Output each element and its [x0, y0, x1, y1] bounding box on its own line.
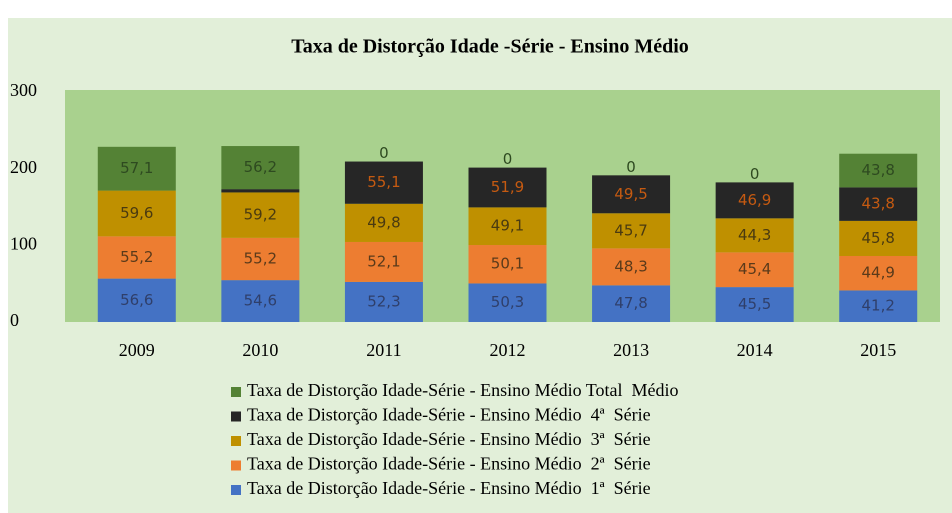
legend-label: Taxa de Distorção Idade-Série - Ensino M…	[247, 405, 651, 425]
bar-segment	[592, 285, 671, 322]
legend-swatch	[231, 411, 241, 422]
value-label: 45,8	[862, 229, 895, 247]
value-label: 45,4	[738, 260, 771, 278]
legend-label: Taxa de Distorção Idade-Série - Ensino M…	[247, 478, 651, 498]
value-label: 52,3	[367, 292, 400, 310]
bar-segment	[344, 203, 423, 242]
legend-swatch	[231, 460, 241, 471]
value-label: 44,9	[862, 264, 895, 282]
value-label: 46,9	[738, 191, 771, 209]
value-label: 45,7	[614, 221, 647, 239]
value-label: 57,1	[120, 159, 153, 177]
chart-title: Taxa de Distorção Idade -Série - Ensino …	[291, 36, 689, 58]
value-label: 0	[379, 144, 389, 162]
value-label: 56,2	[244, 158, 277, 176]
value-label: 55,2	[120, 248, 153, 266]
bar-segment	[839, 290, 918, 322]
value-label: 55,2	[244, 249, 277, 267]
legend-label: Taxa de Distorção Idade-Série - Ensino M…	[247, 380, 679, 400]
x-tick-label: 2015	[860, 340, 896, 360]
value-label: 43,8	[862, 195, 895, 213]
bar-segment	[592, 213, 671, 249]
bar-segment	[221, 237, 300, 281]
legend-swatch	[231, 387, 241, 397]
y-tick-label: 0	[10, 310, 19, 330]
value-label: 41,2	[862, 297, 895, 315]
bar-segment	[344, 161, 423, 204]
y-tick-label: 100	[10, 233, 37, 253]
bar-segment	[592, 175, 671, 214]
value-label: 44,3	[738, 226, 771, 244]
value-label: 0	[503, 150, 513, 168]
legend-swatch	[231, 485, 241, 495]
legend-swatch	[231, 436, 241, 446]
bar-segment	[221, 192, 300, 238]
bar-segment	[839, 255, 918, 291]
bar-segment	[97, 146, 176, 191]
value-label: 47,8	[614, 294, 647, 312]
value-label: 0	[750, 165, 760, 183]
bar-segment	[715, 287, 794, 322]
bar-segment	[839, 187, 918, 221]
bar-segment	[592, 248, 671, 286]
value-label: 51,9	[491, 178, 524, 196]
bar-segment	[221, 146, 300, 190]
bar-segment	[97, 278, 176, 322]
legend-label: Taxa de Distorção Idade-Série - Ensino M…	[247, 429, 651, 449]
bar-segment	[468, 283, 547, 322]
value-label: 49,8	[367, 213, 400, 231]
bar-segment	[97, 190, 176, 237]
value-label: 49,5	[614, 185, 647, 203]
bar-segment	[839, 220, 918, 256]
value-label: 45,5	[738, 295, 771, 313]
x-tick-label: 2010	[242, 340, 278, 360]
bar-segment	[221, 189, 300, 193]
value-label: 43,8	[862, 161, 895, 179]
bar-segment	[344, 241, 423, 282]
value-label: 56,6	[120, 291, 153, 309]
bar-segment	[468, 207, 547, 246]
value-label: 50,1	[491, 255, 524, 273]
bar-segment	[715, 252, 794, 288]
value-label: 48,3	[614, 257, 647, 275]
y-tick-label: 200	[10, 157, 37, 177]
bar-segment	[715, 182, 794, 219]
value-label: 49,1	[491, 217, 524, 235]
x-tick-label: 2011	[366, 340, 401, 360]
value-label: 50,3	[491, 293, 524, 311]
x-tick-label: 2009	[119, 340, 155, 360]
x-tick-label: 2014	[737, 340, 773, 360]
value-label: 54,6	[244, 292, 277, 310]
value-label: 0	[626, 158, 636, 176]
value-label: 59,6	[120, 204, 153, 222]
bar-segment	[839, 153, 918, 188]
bar-segment	[97, 236, 176, 279]
value-label: 52,1	[367, 252, 400, 270]
bar-segment	[221, 280, 300, 322]
bar-segment	[715, 218, 794, 253]
legend-label: Taxa de Distorção Idade-Série - Ensino M…	[247, 454, 651, 474]
y-tick-label: 300	[10, 80, 37, 100]
bar-segment	[468, 167, 547, 208]
bar-segment	[344, 281, 423, 322]
x-tick-label: 2012	[490, 340, 526, 360]
x-tick-label: 2013	[613, 340, 649, 360]
value-label: 59,2	[244, 206, 277, 224]
value-label: 55,1	[367, 173, 400, 191]
bar-segment	[468, 245, 547, 284]
